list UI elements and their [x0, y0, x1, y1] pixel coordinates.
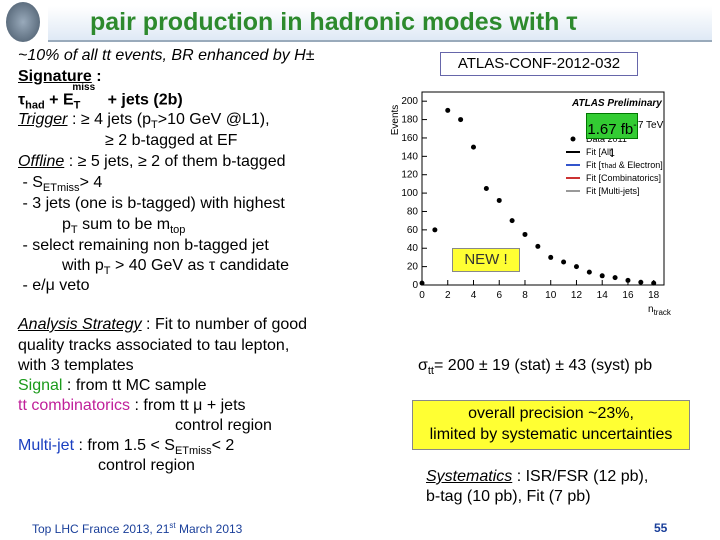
footer: Top LHC France 2013, 21st March 2013: [32, 521, 243, 536]
legend-marker: [570, 136, 576, 142]
x-axis-label: ntrack: [648, 304, 672, 317]
text-line: Analysis Strategy : Fit to number of goo…: [18, 316, 308, 333]
legend-label-part: Fit [All]: [586, 147, 614, 157]
legend-label-part: had: [605, 163, 617, 170]
plot-frame: [421, 91, 665, 286]
data-point: [458, 117, 464, 123]
data-point: [548, 254, 554, 260]
new-box: NEW !: [452, 248, 520, 272]
text-line: Signature :: [18, 68, 102, 85]
data-point: [651, 280, 657, 286]
text-line: with pT > 40 GeV as τ candidate: [62, 257, 289, 278]
data-point: [573, 264, 579, 270]
x-tick-label: 4: [471, 290, 477, 301]
text-line: ≥ 2 b-tagged at EF: [105, 132, 238, 149]
y-tick-label: 40: [407, 243, 419, 254]
y-tick-label: 120: [401, 170, 418, 181]
text-line: Trigger : ≥ 4 jets (pT>10 GeV @L1),: [18, 111, 270, 132]
title: pair production in hadronic modes with τ: [90, 8, 578, 36]
legend-label: Data 2011: [586, 134, 627, 144]
y-axis-label: Events: [390, 105, 401, 136]
data-point: [586, 269, 592, 275]
logo: [6, 2, 40, 42]
precision-box: overall precision ~23%, limited by system…: [412, 400, 690, 450]
data-point: [535, 243, 541, 249]
legend-label: Fit [τhad & Electron]: [586, 160, 663, 170]
data-point: [638, 279, 644, 285]
text-line: with 3 templates: [18, 357, 134, 374]
legend-label: Fit [All]: [586, 147, 614, 157]
y-tick-label: 0: [412, 280, 418, 291]
x-axis-label-part: n: [648, 304, 654, 315]
data-point: [445, 107, 451, 113]
legend-label: Fit [Combinatorics]: [586, 173, 661, 183]
x-tick-label: 8: [522, 290, 528, 301]
legend-label-part: Data 2011: [586, 134, 627, 144]
legend-label-part: Fit [Multi-jets]: [586, 186, 640, 196]
text-line: overall precision ~23%,: [468, 405, 634, 422]
text-line: - select remaining non b-tagged jet: [18, 237, 269, 254]
text-line: - e/μ veto: [18, 277, 90, 294]
y-tick-label: 100: [401, 188, 418, 199]
plot: 0 20 40 60 80 100 120 140 160 180 200 0 2 4 6 8 10 12 14 16…: [390, 91, 672, 317]
experiment-label: ATLAS Preliminary: [571, 98, 662, 109]
x-tick-label: 2: [445, 290, 451, 301]
data-point: [470, 144, 476, 150]
y-tick-label: 80: [407, 206, 419, 217]
text-line: Signal : from tt MC sample: [18, 377, 207, 394]
text-line: Offline : ≥ 5 jets, ≥ 2 of them b-tagged: [18, 153, 286, 170]
x-tick-label: 14: [597, 290, 609, 301]
x-tick-label: 16: [622, 290, 634, 301]
text-line: limited by systematic uncertainties: [429, 426, 673, 443]
x-tick-label: 0: [419, 290, 425, 301]
text-line: ~10% of all tt events, BR enhanced by H±: [18, 47, 315, 64]
y-tick-label: 140: [401, 151, 418, 162]
data-point: [496, 197, 502, 203]
text-line: control region: [98, 457, 195, 474]
x-tick-label: 18: [648, 290, 660, 301]
text-line: - 3 jets (one is b-tagged) with highest: [18, 195, 285, 212]
text-line: - SETmiss> 4: [18, 174, 103, 195]
page-number: 55: [654, 521, 668, 535]
y-tick-label: 20: [407, 262, 419, 273]
cross-section: σtt= 200 ± 19 (stat) ± 43 (syst) pb: [418, 357, 653, 378]
text-line: Systematics : ISR/FSR (12 pb),: [426, 468, 649, 485]
text-line: control region: [175, 417, 272, 434]
data-point: [599, 273, 605, 279]
x-axis-label-part: track: [654, 308, 672, 317]
legend-label-part: Fit [Combinatorics]: [586, 173, 661, 183]
x-tick-label: 12: [571, 290, 583, 301]
legend-label: Fit [Multi-jets]: [586, 186, 640, 196]
text-line: τhad + ETmiss + jets (2b): [18, 82, 183, 112]
legend-label-part: Fit [τ: [586, 160, 605, 170]
y-tick-label: 160: [401, 133, 418, 144]
data-point: [419, 280, 425, 286]
data-point: [625, 277, 631, 283]
y-tick-label: 200: [401, 96, 418, 107]
x-tick-label: 10: [545, 290, 557, 301]
header-bar: [48, 6, 712, 42]
data-point: [561, 259, 567, 265]
data-point: [509, 218, 515, 224]
text-line: pT sum to be mtop: [62, 216, 186, 237]
y-tick-label: 180: [401, 115, 418, 126]
conf-box: ATLAS-CONF-2012-032: [440, 52, 638, 76]
y-tick-label: 60: [407, 225, 419, 236]
data-point: [483, 186, 489, 191]
data-point: [522, 231, 528, 237]
text-line: b-tag (10 pb), Fit (7 pb): [426, 488, 591, 505]
text-line: Multi-jet : from 1.5 < SETmiss< 2: [18, 437, 235, 458]
text-line: quality tracks associated to tau lepton,: [18, 337, 290, 354]
data-point: [612, 275, 618, 281]
text-line: tt combinatorics : from tt μ + jets: [18, 397, 246, 414]
data-point: [432, 227, 438, 233]
lumi-box: 1.67 fb-1: [586, 113, 638, 159]
x-tick-label: 6: [496, 290, 502, 301]
legend-label-part: & Electron]: [616, 160, 663, 170]
